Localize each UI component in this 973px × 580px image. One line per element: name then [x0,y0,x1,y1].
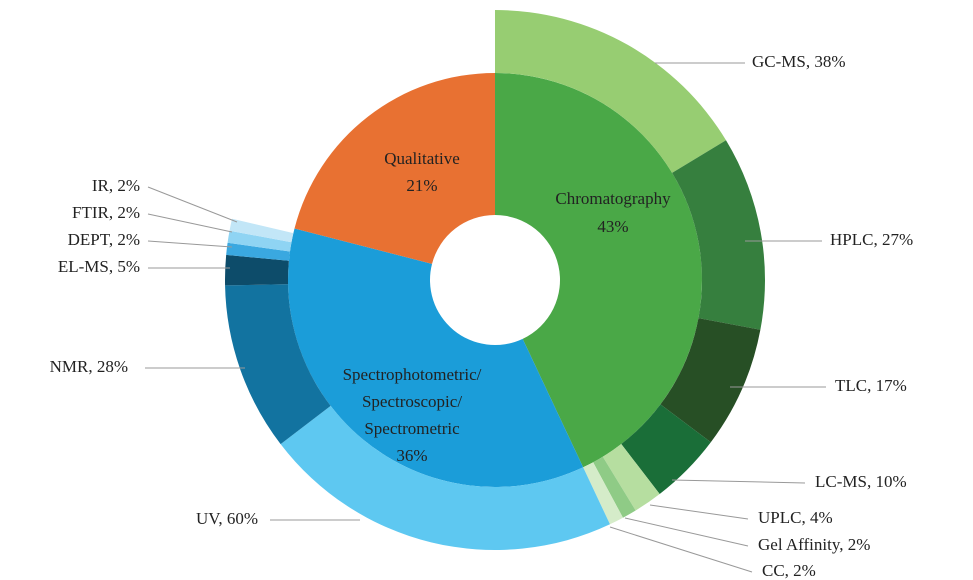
inner-label-line: Spectrophotometric/ [343,365,482,384]
outer-label: GC-MS, 38% [752,52,846,71]
inner-segment [288,228,584,488]
inner-segment [294,72,495,264]
outer-segment [660,318,761,443]
outer-label: EL-MS, 5% [58,257,140,276]
callout-line [624,517,749,547]
outer-segment [621,404,711,494]
inner-label: Chromatography [555,189,671,208]
outer-segment [593,456,636,518]
outer-segment [672,140,765,330]
callout-line [649,504,749,520]
inner-label: Spectrophotometric/Spectroscopic/Spectro… [343,365,482,438]
callout-line [147,240,233,248]
outer-segment [602,444,660,511]
callout-line [147,186,238,223]
outer-segment [226,242,290,261]
callout-line [147,213,233,233]
outer-label: UV, 60% [196,509,258,528]
inner-label-line: Qualitative [384,149,460,168]
outer-label: TLC, 17% [835,376,907,395]
outer-label: HPLC, 27% [830,230,913,249]
outer-label: NMR, 28% [50,357,128,376]
inner-value-label: 43% [597,217,628,236]
outer-segment [583,462,623,525]
inner-value-label: 36% [396,446,427,465]
outer-label: FTIR, 2% [72,203,140,222]
inner-value-label: 21% [406,176,437,195]
outer-label: CC, 2% [762,561,816,580]
callout-line [671,479,806,484]
outer-segment [495,10,727,173]
outer-label: LC-MS, 10% [815,472,907,491]
outer-label: UPLC, 4% [758,508,833,527]
inner-label-line: Chromatography [555,189,671,208]
outer-label: DEPT, 2% [68,230,140,249]
outer-segment [280,405,610,550]
outer-label: IR, 2% [92,176,140,195]
outer-label: Gel Affinity, 2% [758,535,870,554]
inner-segment [495,73,702,468]
inner-label-line: Spectrometric [364,419,460,438]
outer-segment [225,284,331,445]
inner-label: Qualitative [384,149,460,168]
outer-segment [225,254,289,286]
inner-label-line: Spectroscopic/ [362,392,462,411]
outer-segment [227,230,292,252]
outer-segment [229,218,294,243]
callout-line [609,526,753,573]
